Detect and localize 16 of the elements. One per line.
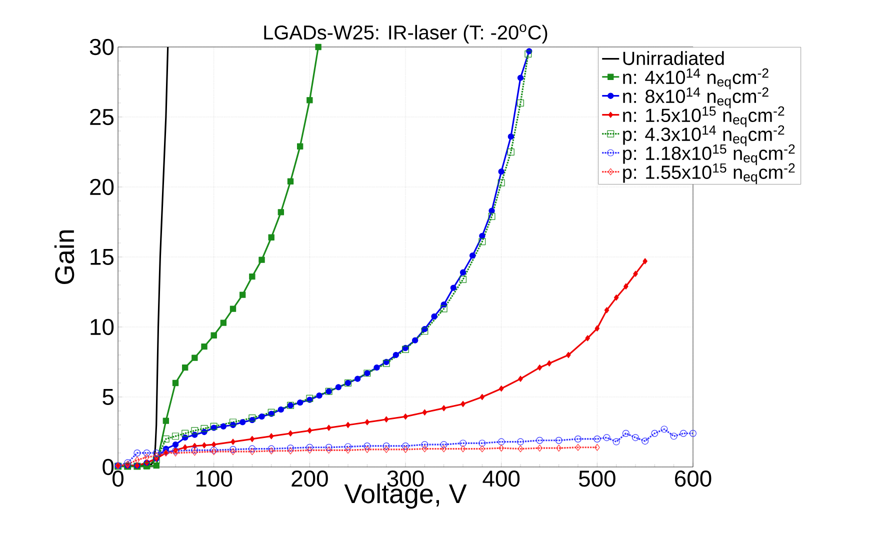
x-tick-label: 400 bbox=[482, 470, 520, 487]
chart-title: LGADs-W25: IR-laser (T: -20$^{o}$C) bbox=[264, 24, 548, 44]
y-tick-label: 20 bbox=[90, 178, 114, 196]
y-tick-label: 10 bbox=[90, 318, 114, 336]
x-tick-label: 600 bbox=[675, 470, 712, 487]
y-axis-title: Gain bbox=[54, 230, 74, 284]
y-tick-label: 25 bbox=[90, 108, 114, 126]
y-tick-label: 5 bbox=[102, 388, 114, 405]
y-tick-label: 15 bbox=[90, 248, 114, 265]
x-tick-label: 200 bbox=[292, 470, 328, 487]
x-tick-label: 500 bbox=[578, 470, 616, 487]
x-tick-label: 100 bbox=[196, 470, 232, 487]
y-tick-label: 0 bbox=[102, 458, 114, 476]
legend-label: Unirradiated bbox=[623, 51, 724, 66]
y-tick-label: 30 bbox=[90, 38, 114, 56]
legend-label: p: 1.55x10$^{15}$ n$_{eq}$cm$^{-2}$ bbox=[623, 163, 795, 184]
